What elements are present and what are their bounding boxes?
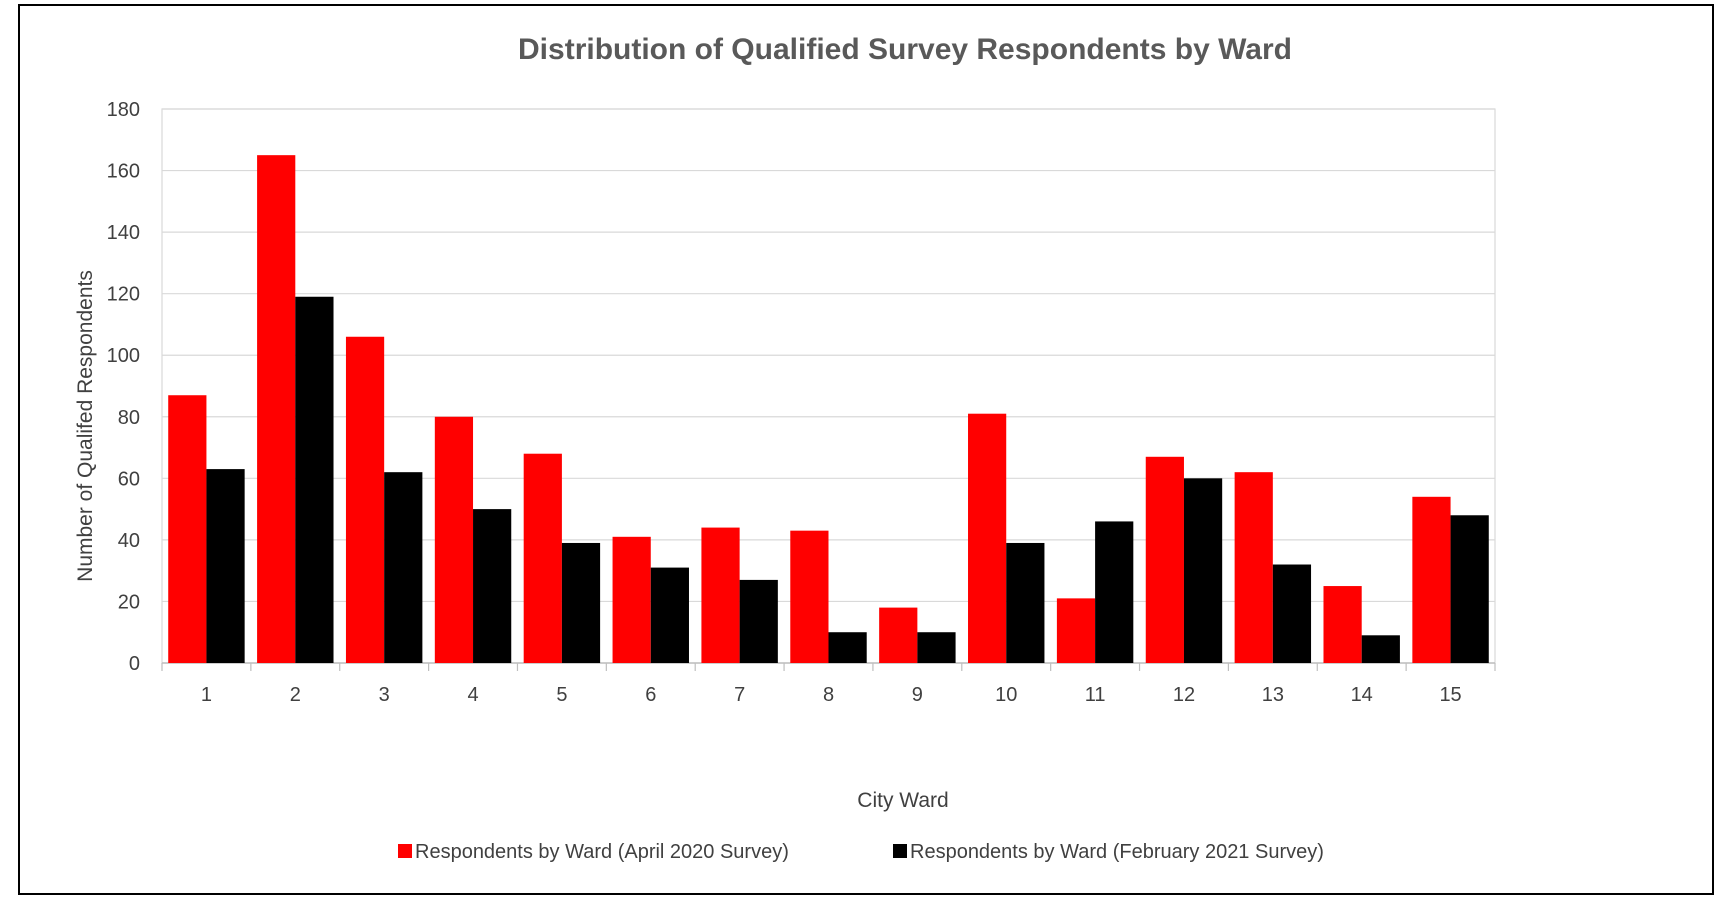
- bar-series-1-ward-2: [257, 155, 296, 663]
- bar-series-1-ward-8: [790, 530, 829, 663]
- bar-series-1-ward-4: [434, 416, 474, 663]
- x-tick-label: 6: [645, 684, 656, 706]
- bar-series-2-ward-3: [384, 472, 423, 663]
- bar-series-2-ward-7: [739, 579, 778, 663]
- bar-series-1-ward-12: [1145, 456, 1184, 663]
- bar-series-2-ward-9: [917, 632, 956, 663]
- y-tick-label: 100: [107, 345, 140, 367]
- bars: [168, 155, 1489, 663]
- bar-series-2-ward-6: [650, 567, 689, 663]
- bar-series-2-ward-5: [561, 542, 601, 663]
- bar-series-2-ward-15: [1450, 515, 1489, 663]
- x-tick-label: 3: [379, 684, 390, 706]
- bar-series-1-ward-13: [1234, 472, 1273, 663]
- bar-series-1-ward-1: [168, 395, 207, 663]
- legend-swatch-1: [398, 844, 412, 858]
- bar-series-1-ward-14: [1323, 586, 1362, 663]
- x-tick-label: 11: [1085, 684, 1106, 706]
- y-tick-label: 40: [118, 530, 140, 552]
- x-tick-label: 12: [1173, 684, 1195, 706]
- y-tick-label: 20: [118, 591, 140, 613]
- y-tick-label: 0: [129, 653, 140, 675]
- bar-series-2-ward-14: [1361, 635, 1400, 663]
- bar-series-1-ward-10: [968, 413, 1007, 663]
- bar-series-2-ward-2: [295, 296, 334, 663]
- chart-title: Distribution of Qualified Survey Respond…: [518, 33, 1292, 66]
- x-tick-label: 2: [290, 684, 301, 706]
- y-axis-ticks: 0 20 40 60 80 100 120 140 160 180: [107, 99, 140, 675]
- x-tick-label: 8: [823, 684, 834, 706]
- x-tick-label: 13: [1262, 684, 1284, 706]
- y-tick-label: 120: [107, 284, 140, 306]
- legend: Respondents by Ward (April 2020 Survey) R…: [398, 841, 1324, 863]
- y-tick-label: 180: [107, 99, 140, 121]
- legend-label-2: Respondents by Ward (February 2021 Surve…: [910, 841, 1324, 863]
- bar-series-2-ward-13: [1272, 564, 1312, 663]
- x-tick-label: 1: [201, 684, 212, 706]
- bar-series-2-ward-1: [206, 469, 245, 663]
- chart-frame: Distribution of Qualified Survey Respond…: [18, 4, 1714, 895]
- bar-series-1-ward-15: [1412, 496, 1451, 663]
- bar-chart: Distribution of Qualified Survey Respond…: [74, 33, 1496, 863]
- x-tick-label: 10: [995, 684, 1017, 706]
- bar-series-2-ward-4: [473, 509, 512, 663]
- y-tick-label: 80: [118, 407, 140, 429]
- bar-series-1-ward-11: [1056, 598, 1096, 663]
- x-axis-ticks: 1 2 3 4 5 6 7 8 9 10 11 12 13 14 15: [201, 684, 1462, 706]
- x-tick-label: 7: [734, 684, 745, 706]
- bar-series-2-ward-10: [1006, 542, 1045, 663]
- bar-series-1-ward-5: [523, 453, 562, 663]
- bar-series-1-ward-6: [612, 536, 651, 663]
- legend-label-1: Respondents by Ward (April 2020 Survey): [415, 841, 789, 863]
- legend-swatch-2: [893, 844, 907, 858]
- x-tick-label: 5: [556, 684, 567, 706]
- bar-series-1-ward-9: [879, 607, 918, 663]
- bar-series-2-ward-11: [1095, 521, 1134, 663]
- y-tick-label: 60: [118, 468, 140, 490]
- y-axis-label: Number of Qualifed Respondents: [74, 270, 97, 582]
- bar-series-2-ward-8: [828, 632, 867, 663]
- x-tick-label: 14: [1351, 684, 1373, 706]
- x-tick-label: 9: [912, 684, 923, 706]
- x-tick-label: 15: [1439, 684, 1461, 706]
- x-axis-label: City Ward: [857, 789, 948, 812]
- bar-series-1-ward-3: [345, 336, 385, 663]
- x-tick-label: 4: [467, 684, 478, 706]
- y-tick-label: 160: [107, 161, 140, 183]
- bar-series-1-ward-7: [701, 527, 740, 663]
- bar-series-2-ward-12: [1183, 478, 1223, 663]
- y-tick-label: 140: [107, 222, 140, 244]
